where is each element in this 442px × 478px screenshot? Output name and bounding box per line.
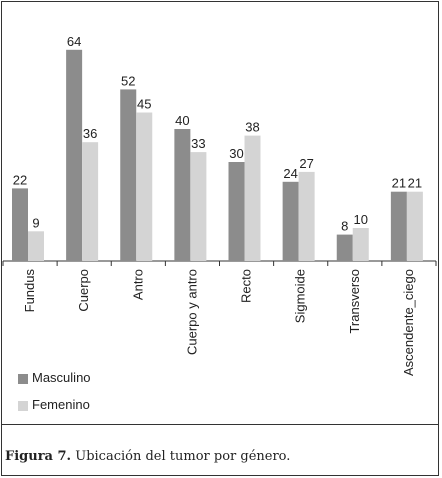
bar-femenino	[298, 171, 315, 261]
category-label: Transverso	[347, 269, 362, 334]
bar-masculino	[120, 89, 137, 262]
bar-femenino	[406, 191, 423, 261]
category-label: Cuerpo y antro	[184, 269, 199, 355]
category-label: Antro	[130, 269, 145, 300]
data-label: 9	[32, 215, 39, 230]
bar-femenino	[352, 228, 369, 261]
data-label: 38	[245, 120, 259, 135]
bar-masculino	[390, 191, 407, 261]
data-label: 40	[175, 113, 189, 128]
data-label: 64	[67, 34, 81, 49]
legend-swatch-femenino	[18, 400, 28, 411]
category-label: Sigmoide	[293, 269, 308, 323]
bar-masculino	[282, 181, 299, 261]
bar-femenino	[244, 135, 261, 261]
data-label: 8	[341, 219, 348, 234]
category-label: Fundus	[22, 269, 37, 313]
bar-masculino	[228, 162, 245, 261]
data-label: 45	[137, 97, 151, 112]
bar-femenino	[190, 152, 207, 261]
data-label: 27	[299, 156, 313, 171]
legend-item-masculino: Masculino	[18, 370, 91, 385]
data-label: 30	[229, 146, 243, 161]
bar-masculino	[12, 188, 28, 261]
category-label: Recto	[239, 269, 254, 303]
data-label: 21	[408, 176, 422, 191]
caption-text: Ubicación del tumor por género.	[75, 449, 291, 464]
bar-masculino	[174, 129, 191, 261]
bar-femenino	[136, 112, 153, 261]
bar-masculino	[66, 49, 83, 261]
caption-label: Figura 7.	[5, 449, 72, 464]
data-label: 22	[13, 172, 27, 187]
legend-label-femenino: Femenino	[32, 397, 90, 412]
category-label: Ascendente_ciego	[401, 269, 416, 376]
data-label: 21	[392, 176, 406, 191]
legend-item-femenino: Femenino	[18, 397, 90, 412]
data-label: 10	[354, 212, 368, 227]
data-label: 33	[191, 136, 205, 151]
bar-femenino	[28, 231, 44, 261]
figure-caption: Figura 7. Ubicación del tumor por género…	[5, 449, 290, 464]
bar-masculino	[336, 234, 353, 261]
legend-swatch-masculino	[18, 373, 28, 384]
data-label: 52	[121, 73, 135, 88]
data-label: 36	[83, 126, 97, 141]
category-label: Cuerpo	[76, 269, 91, 312]
caption-divider	[1, 424, 439, 425]
bar-femenino	[82, 142, 99, 261]
legend-label-masculino: Masculino	[32, 370, 91, 385]
data-label: 24	[283, 166, 297, 181]
